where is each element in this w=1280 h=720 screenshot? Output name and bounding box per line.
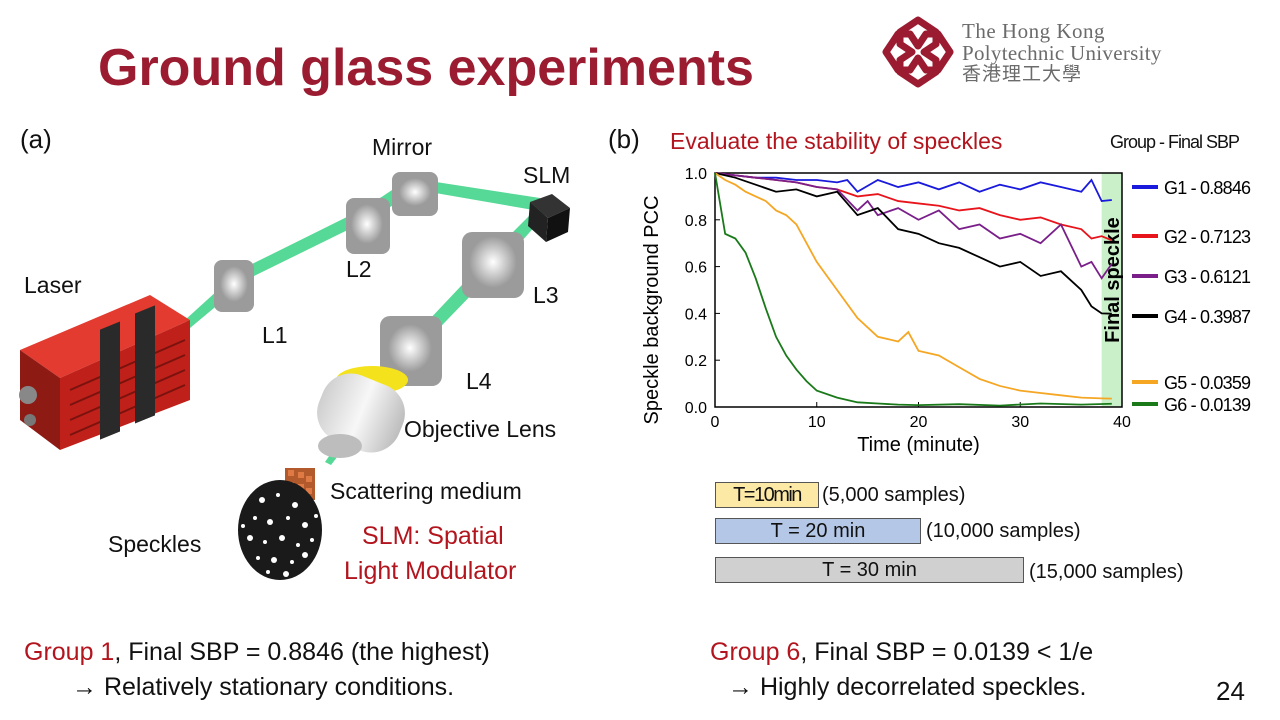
x-tick-label: 20 [910, 414, 928, 431]
series-line-g4 [714, 172, 1112, 315]
y-axis-label: Speckle background PCC [641, 195, 663, 424]
mirror-icon [392, 172, 438, 216]
conclusion-group6: Group 6, Final SBP = 0.0139 < 1/e [710, 638, 1093, 667]
label-l1: L1 [262, 322, 288, 348]
duration-note-10: (5,000 samples) [822, 484, 966, 506]
x-axis-label: Time (minute) [857, 434, 980, 456]
y-tick-label: 0.4 [685, 306, 707, 323]
label-objective-lens: Objective Lens [404, 416, 557, 442]
x-tick-label: 40 [1113, 414, 1131, 431]
panel-b-label: (b) [608, 124, 640, 154]
series-line-g5 [714, 172, 1112, 400]
lens-l2-icon [346, 198, 390, 254]
label-speckles: Speckles [108, 531, 202, 557]
panel-a-label: (a) [20, 124, 52, 154]
slm-note-line-2: Light Modulator [344, 557, 517, 585]
y-tick-label: 0.8 [685, 213, 707, 230]
x-tick-label: 30 [1011, 414, 1029, 431]
legend-label-g5: G5 - 0.0359 [1164, 373, 1251, 393]
label-l2: L2 [346, 256, 372, 282]
legend-label-g1: G1 - 0.8846 [1164, 178, 1251, 198]
y-tick-label: 0.0 [685, 400, 707, 417]
plot-frame [714, 172, 1123, 408]
label-laser: Laser [24, 272, 82, 298]
legend-label-g3: G3 - 0.6121 [1164, 267, 1251, 287]
lens-l1-icon [214, 260, 254, 312]
conclusion-group1-line2: → Relatively stationary conditions. [72, 673, 455, 701]
logo-line-2: Polytechnic University [962, 41, 1162, 65]
group6-detail: , Final SBP = 0.0139 < 1/e [800, 638, 1094, 666]
label-slm: SLM [523, 162, 571, 188]
legend-title: Group - Final SBP [1110, 132, 1240, 152]
page-number: 24 [1216, 676, 1245, 706]
duration-label-30: T = 30 min [822, 559, 917, 581]
laser-device-icon [19, 295, 190, 450]
duration-note-30: (15,000 samples) [1029, 561, 1184, 583]
objective-lens-icon [317, 366, 408, 458]
x-tick-label: 10 [808, 414, 826, 431]
slm-note-line-1: SLM: Spatial [362, 522, 504, 550]
polyu-logo-icon [882, 16, 954, 88]
university-name: The Hong Kong Polytechnic University 香港理… [962, 20, 1162, 86]
lens-l3-icon [462, 232, 524, 298]
duration-bar-30: T = 30 min [715, 557, 1024, 583]
slm-device-icon [528, 194, 570, 242]
legend-label-g2: G2 - 0.7123 [1164, 227, 1251, 247]
duration-label-10: T=10min [733, 484, 802, 506]
y-tick-label: 1.0 [685, 166, 707, 183]
group6-label: Group 6 [710, 638, 801, 666]
chart-title: Evaluate the stability of speckles [670, 128, 1003, 154]
series-line-g1 [714, 172, 1112, 203]
label-scattering-medium: Scattering medium [330, 478, 522, 504]
label-l3: L3 [533, 282, 559, 308]
duration-bar-20: T = 20 min [715, 518, 921, 544]
slide-title: Ground glass experiments [98, 39, 754, 97]
x-tick-label: 0 [711, 414, 720, 431]
logo-line-3: 香港理工大學 [962, 64, 1083, 85]
group1-label: Group 1 [24, 638, 115, 666]
series-line-g6 [714, 172, 1112, 407]
lens-l4-icon [380, 316, 442, 386]
legend-label-g6: G6 - 0.0139 [1164, 395, 1251, 415]
label-l4: L4 [466, 368, 492, 394]
duration-note-20: (10,000 samples) [926, 520, 1081, 542]
logo-line-1: The Hong Kong [962, 19, 1105, 43]
y-tick-label: 0.2 [685, 353, 707, 370]
final-speckle-band [1101, 173, 1122, 407]
legend-label-g4: G4 - 0.3987 [1164, 307, 1251, 327]
conclusion-group6-line2: → Highly decorrelated speckles. [728, 673, 1087, 701]
label-mirror: Mirror [372, 134, 433, 160]
final-speckle-annotation: Final speckle [1102, 217, 1124, 343]
optical-setup-diagram [19, 172, 570, 580]
conclusion-group1: Group 1, Final SBP = 0.8846 (the highest… [24, 638, 490, 667]
duration-label-20: T = 20 min [770, 520, 866, 542]
series-line-g3 [714, 172, 1113, 280]
pcc-line-chart: Final speckle 0.0 0.2 0.4 0.6 0.8 1.0 0 10 20 30 40… [641, 166, 1252, 456]
y-tick-label: 0.6 [685, 260, 707, 277]
duration-bar-10: T=10min [715, 482, 819, 508]
speckle-pattern-icon [238, 480, 322, 580]
group1-detail: , Final SBP = 0.8846 (the highest) [114, 638, 490, 666]
